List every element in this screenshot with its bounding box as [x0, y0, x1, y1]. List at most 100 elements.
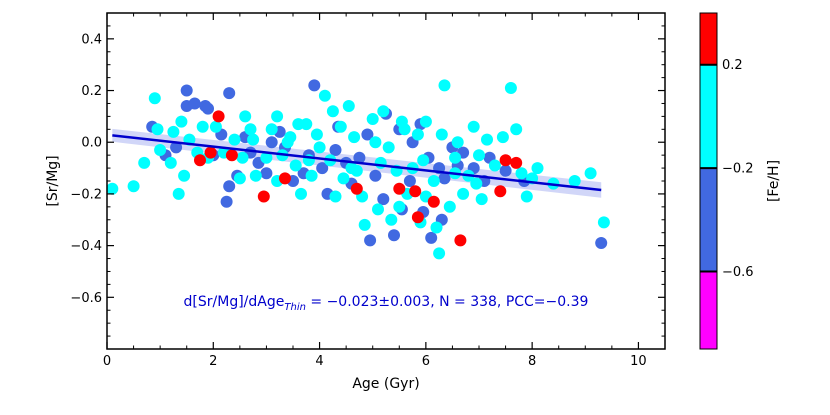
- data-point: [520, 190, 533, 203]
- data-point: [584, 167, 597, 180]
- colorbar-tick-label: 0.2: [722, 58, 743, 73]
- data-point: [443, 200, 456, 213]
- data-point: [326, 105, 339, 118]
- colorbar-tick-label: −0.6: [722, 265, 754, 280]
- annotation-suffix: = −0.023±0.003, N = 338, PCC=−0.39: [306, 294, 589, 310]
- data-point: [504, 82, 517, 94]
- data-point: [209, 120, 222, 133]
- data-point: [488, 159, 501, 172]
- data-point: [170, 141, 183, 154]
- data-point: [279, 172, 291, 185]
- data-point: [417, 154, 430, 167]
- data-point: [342, 100, 355, 112]
- annotation-subscript: Thin: [284, 302, 306, 313]
- data-point: [364, 234, 377, 247]
- data-point: [223, 180, 236, 193]
- data-point: [353, 151, 366, 164]
- data-point: [180, 84, 193, 97]
- data-point: [265, 136, 278, 149]
- data-point: [154, 144, 167, 156]
- data-point: [568, 175, 581, 187]
- data-point: [345, 162, 358, 175]
- data-point: [438, 79, 451, 92]
- data-point: [377, 105, 390, 118]
- data-point: [148, 92, 161, 105]
- colorbar-band: [700, 13, 717, 65]
- fit-line-layer: [112, 134, 602, 192]
- y-tick-label: 0.2: [81, 84, 102, 99]
- data-point: [454, 234, 467, 247]
- data-point: [239, 110, 252, 123]
- data-point: [361, 128, 374, 141]
- data-point: [374, 156, 387, 169]
- y-axis-ticks: 0.4 0.2 0.0 −0.2 −0.4 −0.6: [70, 25, 665, 337]
- data-point: [260, 151, 273, 164]
- data-point: [188, 97, 201, 110]
- data-point: [151, 123, 164, 136]
- data-point: [475, 193, 488, 206]
- data-point: [425, 231, 438, 244]
- data-point: [196, 120, 209, 133]
- data-point: [393, 182, 406, 195]
- data-point: [388, 229, 400, 242]
- colorbar: [700, 13, 717, 349]
- data-point: [350, 182, 363, 195]
- annotation-prefix: d[Sr/Mg]/dAge: [184, 294, 285, 310]
- data-point: [457, 187, 470, 200]
- x-tick-label: 10: [630, 354, 647, 369]
- data-point: [411, 128, 424, 141]
- data-point: [369, 169, 382, 182]
- data-point: [430, 221, 443, 234]
- data-point: [305, 169, 318, 182]
- data-point: [481, 133, 493, 146]
- data-point: [433, 247, 446, 260]
- y-tick-label: −0.6: [70, 291, 102, 306]
- data-point: [467, 120, 480, 133]
- y-tick-label: 0.4: [81, 32, 102, 47]
- colorbar-band: [700, 271, 717, 349]
- x-tick-label: 4: [315, 354, 323, 369]
- x-axis-ticks: 0 2 4 6 8 10: [103, 13, 647, 369]
- data-point: [175, 115, 188, 128]
- data-point: [281, 136, 294, 149]
- data-point: [337, 172, 350, 185]
- data-point: [382, 141, 395, 154]
- data-point: [164, 156, 177, 169]
- colorbar-ticks: 0.2 −0.2 −0.6: [700, 58, 754, 280]
- data-point: [411, 211, 424, 224]
- data-point: [494, 185, 507, 198]
- colorbar-label: [Fe/H]: [766, 160, 782, 202]
- colorbar-band: [700, 64, 717, 169]
- data-point: [510, 156, 523, 169]
- data-point: [366, 113, 379, 125]
- data-point: [329, 190, 342, 203]
- data-point: [316, 162, 329, 175]
- data-point: [295, 187, 307, 200]
- data-point: [233, 172, 246, 185]
- colorbar-band: [700, 168, 717, 272]
- data-point: [358, 218, 371, 231]
- data-point: [377, 193, 390, 206]
- x-tick-label: 2: [209, 354, 217, 369]
- data-point: [496, 131, 509, 144]
- data-point: [427, 175, 440, 187]
- x-tick-label: 0: [103, 354, 111, 369]
- y-tick-label: −0.4: [70, 239, 102, 254]
- x-tick-label: 8: [528, 354, 536, 369]
- y-tick-label: 0.0: [81, 136, 102, 151]
- data-point: [499, 154, 512, 167]
- data-point: [225, 149, 238, 162]
- data-point: [244, 123, 257, 136]
- y-axis-label: [Sr/Mg]: [45, 155, 61, 206]
- data-point: [409, 185, 422, 198]
- data-point: [451, 136, 464, 149]
- data-point: [385, 213, 398, 226]
- data-point: [308, 79, 321, 92]
- data-point: [473, 149, 485, 162]
- data-point: [510, 123, 523, 136]
- data-point: [310, 128, 323, 141]
- data-point: [260, 167, 273, 180]
- data-point: [369, 136, 382, 149]
